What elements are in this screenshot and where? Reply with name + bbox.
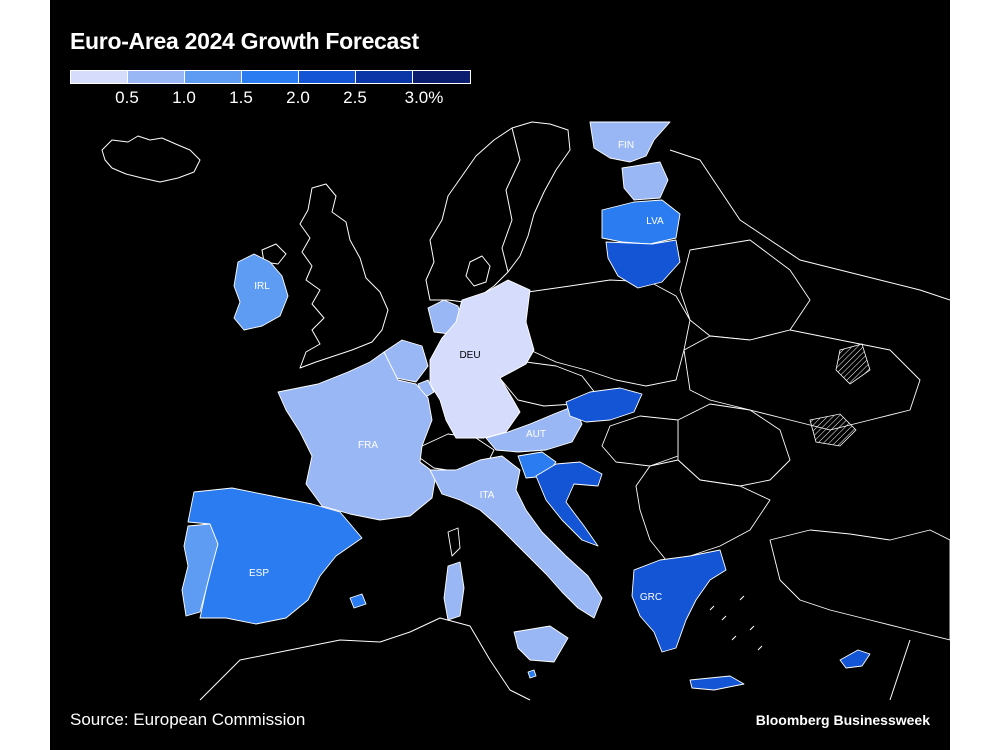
legend-swatch: [71, 71, 128, 83]
country-lithuania[interactable]: [605, 239, 681, 289]
country-germany[interactable]: [429, 279, 535, 439]
country-cyprus[interactable]: [839, 649, 871, 669]
country-greece[interactable]: [631, 549, 727, 653]
aegean-islands: [709, 595, 763, 651]
legend-swatch: [299, 71, 356, 83]
denmark-outline: [465, 255, 491, 287]
label-fra: FRA: [358, 440, 378, 451]
label-irl: IRL: [254, 281, 270, 292]
map-title: Euro-Area 2024 Growth Forecast: [70, 28, 419, 54]
label-aut: AUT: [526, 429, 546, 440]
color-legend: 0.5 1.0 1.5 2.0 2.5 3.0%: [70, 70, 480, 110]
legend-label: 3.0%: [404, 88, 444, 107]
levant-coast: [889, 639, 911, 701]
label-esp: ESP: [249, 568, 269, 579]
romania-outline: [677, 403, 791, 487]
belarus-outline: [679, 239, 811, 341]
legend-swatch: [242, 71, 299, 83]
country-croatia[interactable]: [535, 461, 603, 547]
disputed-region-east: [835, 343, 871, 385]
disputed-region-crimea: [809, 413, 857, 447]
country-finland[interactable]: [589, 121, 671, 163]
sweden-border: [501, 127, 521, 273]
label-fin: FIN: [618, 140, 634, 151]
country-france[interactable]: [277, 351, 437, 521]
country-ireland[interactable]: [233, 253, 289, 331]
europe-map: FIN LVA IRL DEU FRA AUT ITA ESP GRC: [101, 121, 950, 701]
country-italy-sardinia[interactable]: [443, 561, 465, 621]
legend-label: 1.5: [229, 88, 253, 107]
legend-label: 1.0: [172, 88, 196, 107]
country-slovakia[interactable]: [565, 387, 643, 423]
label-deu: DEU: [459, 350, 480, 361]
turkey-outline: [769, 529, 950, 641]
great-britain-outline: [299, 183, 389, 369]
hungary-outline: [601, 415, 679, 467]
country-spain[interactable]: [187, 487, 363, 625]
iceland-outline: [101, 135, 201, 183]
poland-outline: [521, 279, 691, 387]
country-estonia[interactable]: [621, 161, 669, 201]
country-corsica: [447, 527, 461, 557]
russia-border: [669, 149, 950, 301]
country-greece-crete[interactable]: [689, 675, 745, 691]
legend-label: 2.0: [286, 88, 310, 107]
label-lva: LVA: [646, 216, 664, 227]
label-grc: GRC: [640, 592, 662, 603]
legend-label: 2.5: [343, 88, 367, 107]
country-austria[interactable]: [485, 405, 583, 453]
legend-swatch: [356, 71, 413, 83]
legend-label: 0.5: [115, 88, 139, 107]
map-figure: FIN LVA IRL DEU FRA AUT ITA ESP GRC Euro…: [50, 0, 950, 750]
country-latvia[interactable]: [601, 199, 681, 245]
balkans-outline: [635, 459, 771, 561]
country-malta[interactable]: [527, 669, 537, 679]
country-italy[interactable]: [429, 455, 603, 619]
legend-swatch: [413, 71, 470, 83]
legend-swatch: [128, 71, 185, 83]
north-africa-coast: [199, 617, 531, 701]
label-ita: ITA: [480, 490, 495, 501]
legend-bar: [70, 70, 471, 84]
country-balearic[interactable]: [349, 593, 367, 609]
brand-logo: Bloomberg Businessweek: [755, 712, 930, 728]
scandinavia-outline: [425, 121, 571, 303]
legend-swatch: [185, 71, 242, 83]
country-italy-sicily[interactable]: [513, 625, 569, 663]
source-note: Source: European Commission: [70, 710, 306, 729]
